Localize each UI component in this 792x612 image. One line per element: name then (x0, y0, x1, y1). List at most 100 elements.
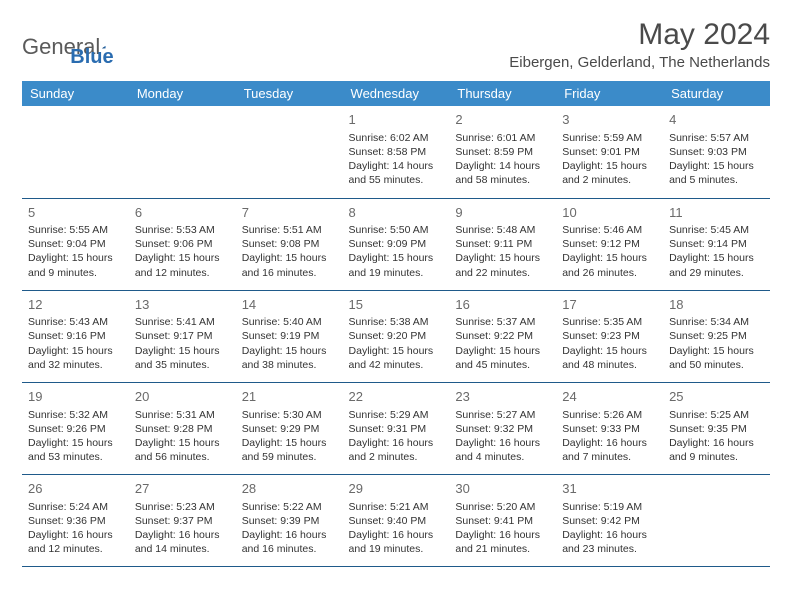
sunrise-text: Sunrise: 5:43 AM (28, 315, 123, 329)
calendar-cell: 21Sunrise: 5:30 AMSunset: 9:29 PMDayligh… (236, 382, 343, 474)
daylight-text: Daylight: 16 hours and 16 minutes. (242, 528, 337, 556)
day-number: 11 (669, 204, 764, 222)
sunrise-text: Sunrise: 5:19 AM (562, 500, 657, 514)
daylight-text: Daylight: 15 hours and 35 minutes. (135, 344, 230, 372)
day-number: 16 (455, 296, 550, 314)
daylight-text: Daylight: 15 hours and 38 minutes. (242, 344, 337, 372)
daylight-text: Daylight: 15 hours and 50 minutes. (669, 344, 764, 372)
calendar-cell: 14Sunrise: 5:40 AMSunset: 9:19 PMDayligh… (236, 290, 343, 382)
sunset-text: Sunset: 8:58 PM (349, 145, 444, 159)
sunrise-text: Sunrise: 5:50 AM (349, 223, 444, 237)
day-number: 26 (28, 480, 123, 498)
daylight-text: Daylight: 15 hours and 16 minutes. (242, 251, 337, 279)
weekday-header: Saturday (663, 81, 770, 106)
daylight-text: Daylight: 16 hours and 21 minutes. (455, 528, 550, 556)
calendar-cell (236, 106, 343, 198)
sunrise-text: Sunrise: 5:29 AM (349, 408, 444, 422)
sunset-text: Sunset: 9:39 PM (242, 514, 337, 528)
calendar-cell: 16Sunrise: 5:37 AMSunset: 9:22 PMDayligh… (449, 290, 556, 382)
daylight-text: Daylight: 15 hours and 29 minutes. (669, 251, 764, 279)
calendar-body: 1Sunrise: 6:02 AMSunset: 8:58 PMDaylight… (22, 106, 770, 567)
sunset-text: Sunset: 9:22 PM (455, 329, 550, 343)
sunset-text: Sunset: 9:08 PM (242, 237, 337, 251)
sunset-text: Sunset: 9:11 PM (455, 237, 550, 251)
sunrise-text: Sunrise: 5:40 AM (242, 315, 337, 329)
calendar-cell: 1Sunrise: 6:02 AMSunset: 8:58 PMDaylight… (343, 106, 450, 198)
sunrise-text: Sunrise: 6:02 AM (349, 131, 444, 145)
day-number: 3 (562, 111, 657, 129)
sunset-text: Sunset: 9:16 PM (28, 329, 123, 343)
sunrise-text: Sunrise: 5:31 AM (135, 408, 230, 422)
calendar-cell: 12Sunrise: 5:43 AMSunset: 9:16 PMDayligh… (22, 290, 129, 382)
sunset-text: Sunset: 9:25 PM (669, 329, 764, 343)
day-number: 6 (135, 204, 230, 222)
calendar-cell: 18Sunrise: 5:34 AMSunset: 9:25 PMDayligh… (663, 290, 770, 382)
sunrise-text: Sunrise: 5:32 AM (28, 408, 123, 422)
day-number: 24 (562, 388, 657, 406)
sunset-text: Sunset: 9:19 PM (242, 329, 337, 343)
sunset-text: Sunset: 9:26 PM (28, 422, 123, 436)
day-number: 22 (349, 388, 444, 406)
day-number: 10 (562, 204, 657, 222)
weekday-header: Friday (556, 81, 663, 106)
sunset-text: Sunset: 8:59 PM (455, 145, 550, 159)
sunrise-text: Sunrise: 5:35 AM (562, 315, 657, 329)
calendar-row: 26Sunrise: 5:24 AMSunset: 9:36 PMDayligh… (22, 475, 770, 567)
sunset-text: Sunset: 9:09 PM (349, 237, 444, 251)
sunset-text: Sunset: 9:06 PM (135, 237, 230, 251)
sunset-text: Sunset: 9:01 PM (562, 145, 657, 159)
daylight-text: Daylight: 16 hours and 14 minutes. (135, 528, 230, 556)
calendar-cell (129, 106, 236, 198)
calendar-cell: 2Sunrise: 6:01 AMSunset: 8:59 PMDaylight… (449, 106, 556, 198)
calendar-cell: 28Sunrise: 5:22 AMSunset: 9:39 PMDayligh… (236, 475, 343, 567)
day-number: 7 (242, 204, 337, 222)
daylight-text: Daylight: 16 hours and 23 minutes. (562, 528, 657, 556)
calendar-cell: 5Sunrise: 5:55 AMSunset: 9:04 PMDaylight… (22, 198, 129, 290)
day-number: 21 (242, 388, 337, 406)
sunset-text: Sunset: 9:23 PM (562, 329, 657, 343)
calendar-cell: 6Sunrise: 5:53 AMSunset: 9:06 PMDaylight… (129, 198, 236, 290)
sunset-text: Sunset: 9:36 PM (28, 514, 123, 528)
day-number: 27 (135, 480, 230, 498)
day-number: 15 (349, 296, 444, 314)
daylight-text: Daylight: 15 hours and 42 minutes. (349, 344, 444, 372)
sunset-text: Sunset: 9:40 PM (349, 514, 444, 528)
calendar-cell: 24Sunrise: 5:26 AMSunset: 9:33 PMDayligh… (556, 382, 663, 474)
sunrise-text: Sunrise: 5:46 AM (562, 223, 657, 237)
sunrise-text: Sunrise: 5:55 AM (28, 223, 123, 237)
sunset-text: Sunset: 9:42 PM (562, 514, 657, 528)
sunset-text: Sunset: 9:32 PM (455, 422, 550, 436)
weekday-header: Sunday (22, 81, 129, 106)
sunrise-text: Sunrise: 5:41 AM (135, 315, 230, 329)
daylight-text: Daylight: 15 hours and 53 minutes. (28, 436, 123, 464)
sunrise-text: Sunrise: 5:59 AM (562, 131, 657, 145)
day-number: 31 (562, 480, 657, 498)
daylight-text: Daylight: 15 hours and 5 minutes. (669, 159, 764, 187)
calendar-cell: 13Sunrise: 5:41 AMSunset: 9:17 PMDayligh… (129, 290, 236, 382)
title-block: May 2024 Eibergen, Gelderland, The Nethe… (509, 18, 770, 71)
calendar-cell: 26Sunrise: 5:24 AMSunset: 9:36 PMDayligh… (22, 475, 129, 567)
day-number: 9 (455, 204, 550, 222)
sunrise-text: Sunrise: 5:53 AM (135, 223, 230, 237)
weekday-header: Tuesday (236, 81, 343, 106)
calendar-cell (663, 475, 770, 567)
day-number: 28 (242, 480, 337, 498)
sunset-text: Sunset: 9:20 PM (349, 329, 444, 343)
calendar-cell: 3 Sunrise: 5:59 AMSunset: 9:01 PMDaylight… (556, 106, 663, 198)
sunrise-text: Sunrise: 5:48 AM (455, 223, 550, 237)
calendar-row: 5Sunrise: 5:55 AMSunset: 9:04 PMDaylight… (22, 198, 770, 290)
calendar-row: 1Sunrise: 6:02 AMSunset: 8:58 PMDaylight… (22, 106, 770, 198)
calendar-cell: 22Sunrise: 5:29 AMSunset: 9:31 PMDayligh… (343, 382, 450, 474)
daylight-text: Daylight: 15 hours and 2 minutes. (562, 159, 657, 187)
sunrise-text: Sunrise: 5:57 AM (669, 131, 764, 145)
page-header: General Blue May 2024 Eibergen, Gelderla… (22, 18, 770, 71)
sunrise-text: Sunrise: 5:30 AM (242, 408, 337, 422)
daylight-text: Daylight: 16 hours and 4 minutes. (455, 436, 550, 464)
day-number: 30 (455, 480, 550, 498)
daylight-text: Daylight: 15 hours and 59 minutes. (242, 436, 337, 464)
calendar-cell: 4Sunrise: 5:57 AMSunset: 9:03 PMDaylight… (663, 106, 770, 198)
calendar-cell: 29Sunrise: 5:21 AMSunset: 9:40 PMDayligh… (343, 475, 450, 567)
weekday-header-row: Sunday Monday Tuesday Wednesday Thursday… (22, 81, 770, 106)
day-number: 5 (28, 204, 123, 222)
calendar-cell: 17Sunrise: 5:35 AMSunset: 9:23 PMDayligh… (556, 290, 663, 382)
